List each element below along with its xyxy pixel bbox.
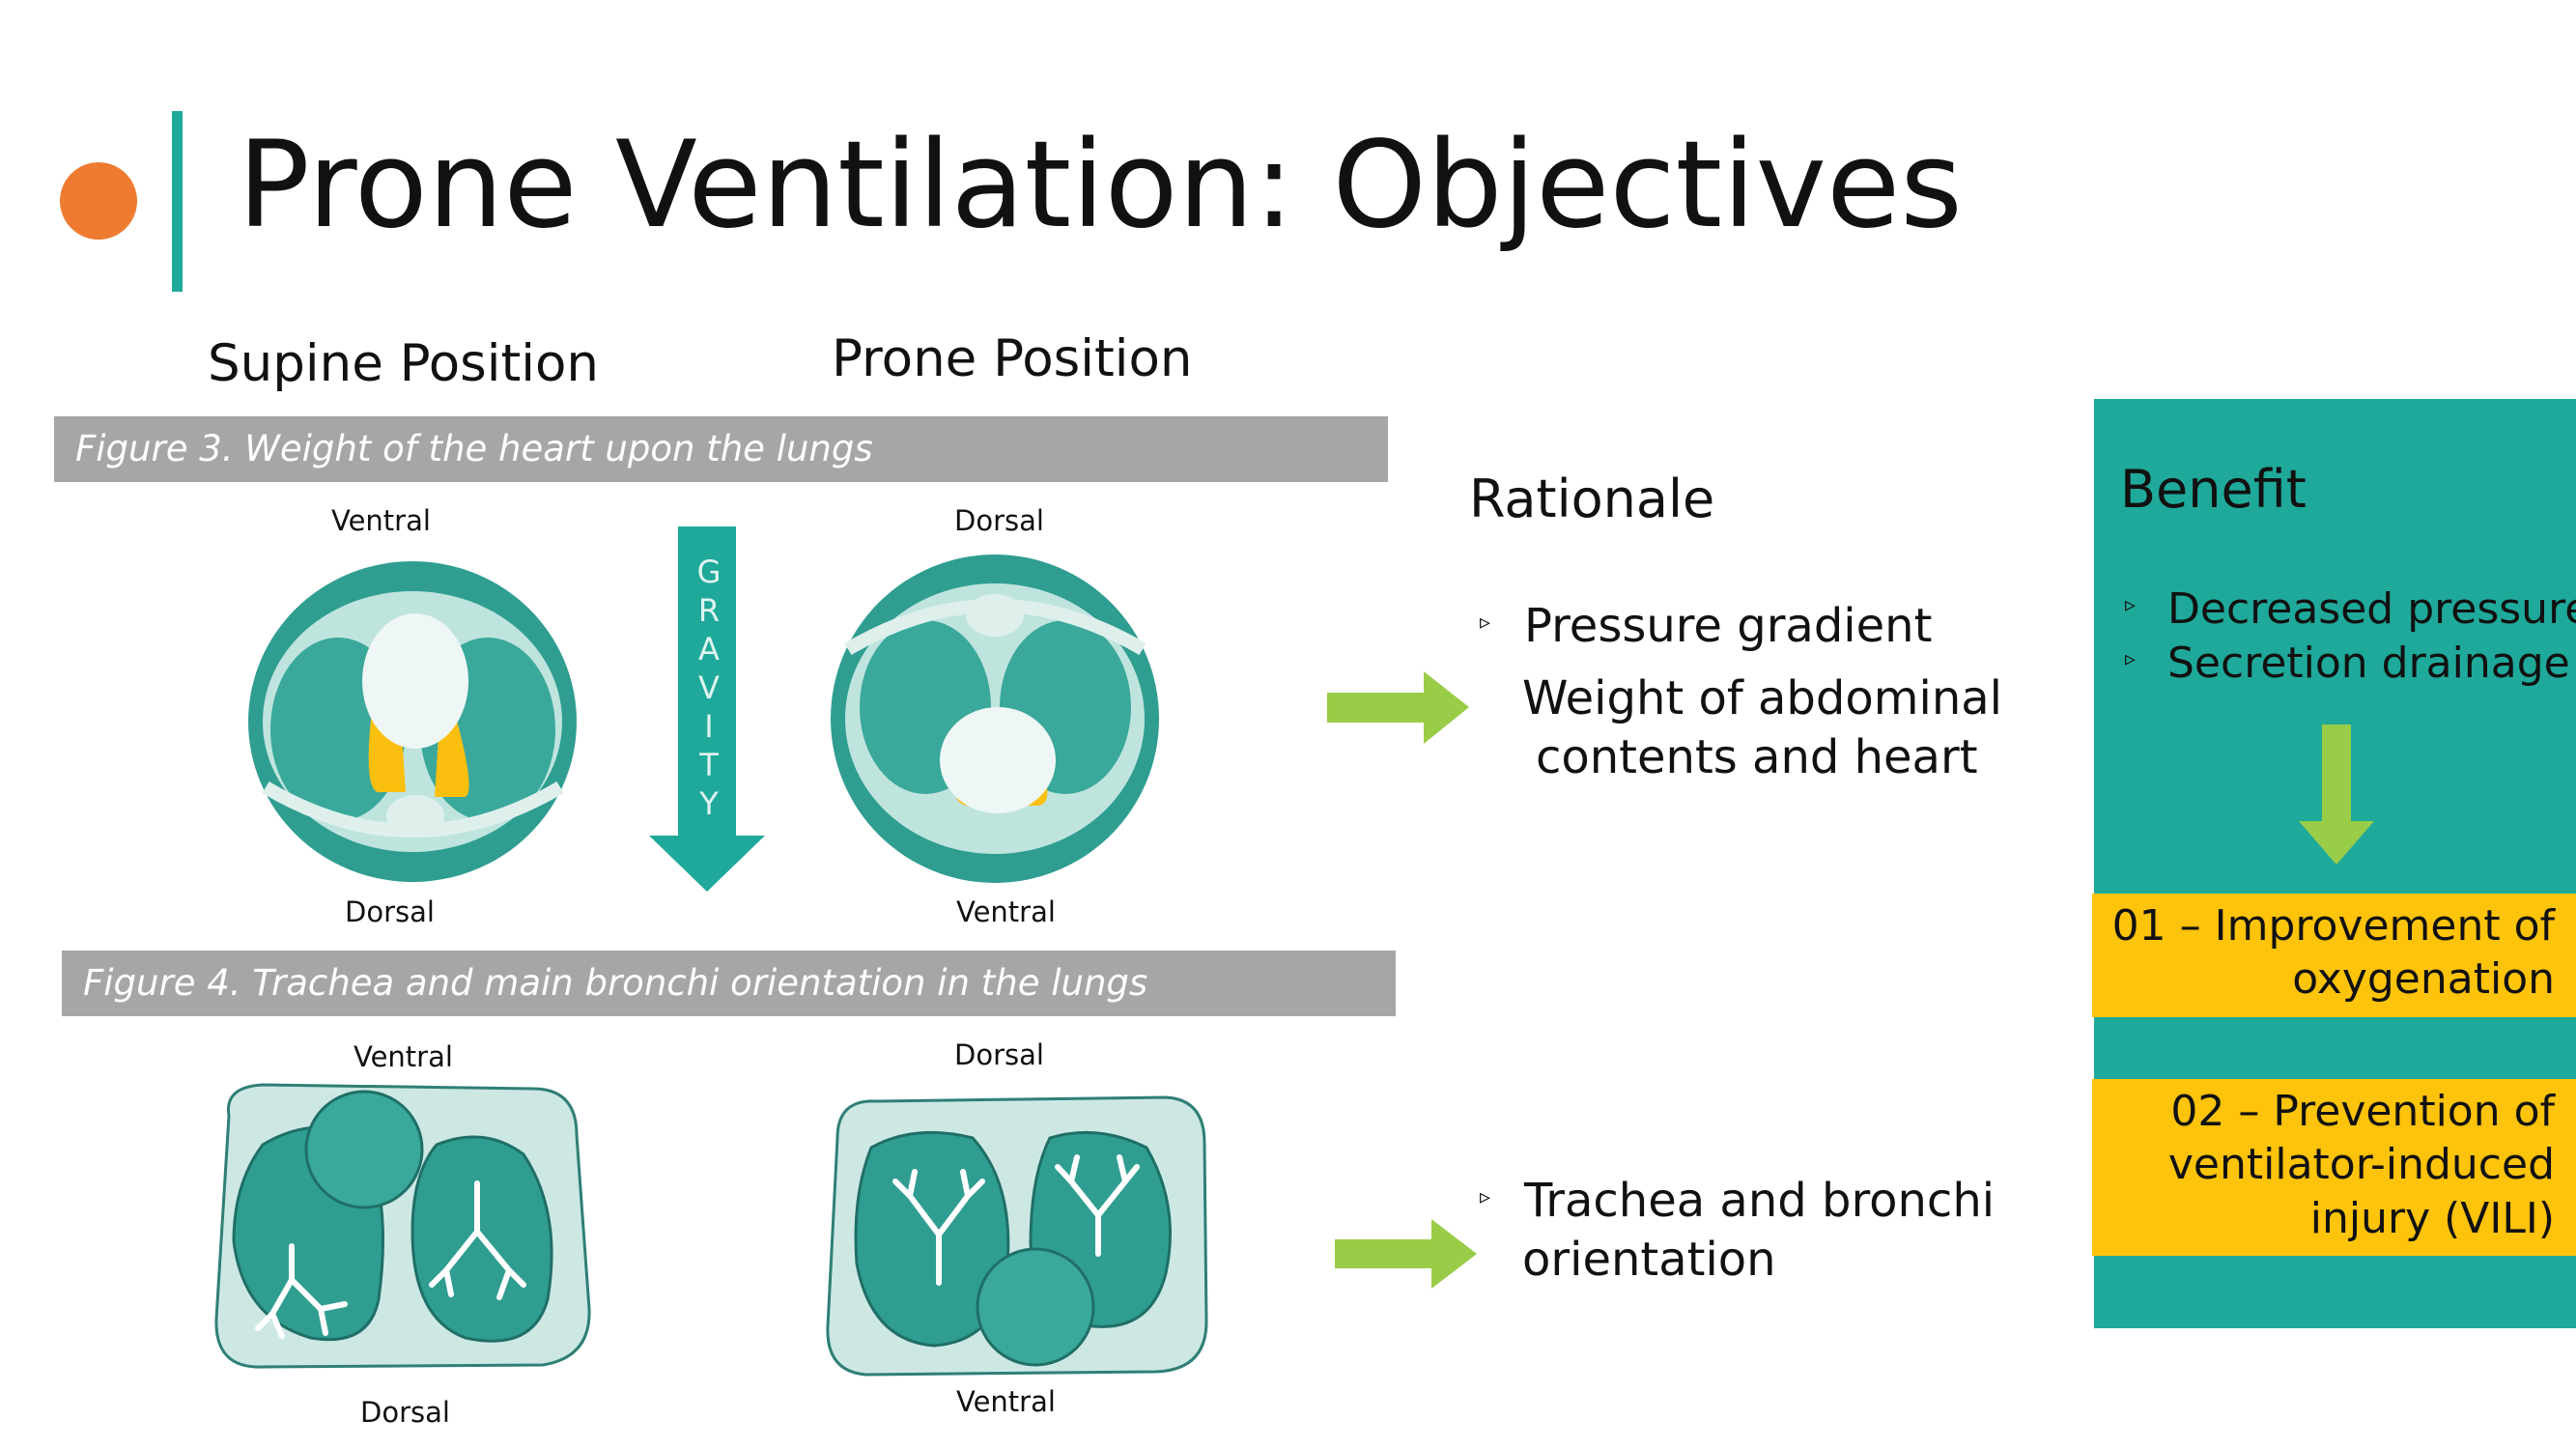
benefit-bullet-1: ▹ Decreased pressure [2125,582,2576,636]
prone-bronchi-illustration [826,1095,1208,1377]
rationale-bullet-1-cont-2: contents and heart [1536,730,1978,784]
rationale-bullet-2-text: Trachea and bronchi [1524,1174,1996,1228]
fig4-supine-top-label: Ventral [354,1040,453,1073]
rationale-bullet-1-cont-1: Weight of abdominal [1522,671,2002,725]
gravity-letter: G [696,554,722,590]
benefit-bullet-2: ▹ Secretion drainage [2125,637,2570,690]
slide-title: Prone Ventilation: Objectives [238,116,1963,255]
benefit-heading: Benefit [2120,459,2307,520]
benefit-bullet-2-text: Secretion drainage [2167,639,2570,688]
green-arrow-right-icon [1335,1219,1477,1289]
fig3-prone-top-label: Dorsal [954,504,1044,537]
green-arrow-down-icon [2299,724,2374,865]
figure4-caption: Figure 4. Trachea and main bronchi orien… [62,951,1396,1016]
outcome-2-line-3: injury (VILI) [2309,1193,2555,1243]
supine-ct-scan-image [248,561,577,882]
fig3-prone-bottom-label: Ventral [956,895,1056,928]
gravity-letter: T [699,747,719,783]
green-arrow-right-icon [1327,671,1469,744]
fig4-prone-bottom-label: Ventral [956,1385,1056,1418]
triangle-bullet-icon: ▹ [2125,593,2137,618]
outcome-1-line-1: 01 – Improvement of [2111,901,2555,951]
outcome-2-line-2: ventilator-induced [2167,1140,2555,1190]
title-accent-bar [172,111,183,292]
fig3-supine-top-label: Ventral [331,504,431,537]
fig4-prone-top-label: Dorsal [954,1038,1044,1071]
rationale-bullet-1: ▹ Pressure gradient [1480,597,1932,656]
benefit-bullet-1-text: Decreased pressure [2167,584,2576,634]
gravity-letter: Y [699,785,719,822]
gravity-letter: V [698,669,720,706]
figure3-caption: Figure 3. Weight of the heart upon the l… [54,416,1388,482]
fig4-supine-bottom-label: Dorsal [360,1396,450,1429]
prone-position-heading: Prone Position [832,329,1193,388]
outcome-1-line-2: oxygenation [2292,954,2555,1005]
outcome-2-line-1: 02 – Prevention of [2170,1087,2555,1136]
gravity-letter: A [698,631,720,668]
triangle-bullet-icon: ▹ [1480,610,1491,635]
gravity-arrow-icon [649,526,765,892]
gravity-letter: R [697,592,721,629]
gravity-label: G R A V I T Y [693,553,725,823]
triangle-bullet-icon: ▹ [2125,647,2137,672]
triangle-bullet-icon: ▹ [1480,1184,1491,1209]
outcome-box-2: 02 – Prevention of ventilator-induced in… [2092,1079,2576,1256]
rationale-bullet-2: ▹ Trachea and bronchi [1480,1172,1995,1231]
gravity-letter: I [704,708,714,745]
rationale-bullet-1-text: Pressure gradient [1524,599,1933,653]
outcome-box-1: 01 – Improvement of oxygenation [2092,894,2576,1017]
prone-ct-scan-image [831,554,1159,883]
rationale-bullet-2-cont: orientation [1522,1233,1776,1287]
title-bullet-dot [60,162,137,240]
supine-position-heading: Supine Position [208,334,600,393]
fig3-supine-bottom-label: Dorsal [345,895,435,928]
supine-bronchi-illustration [214,1083,591,1369]
rationale-heading: Rationale [1469,469,1715,529]
